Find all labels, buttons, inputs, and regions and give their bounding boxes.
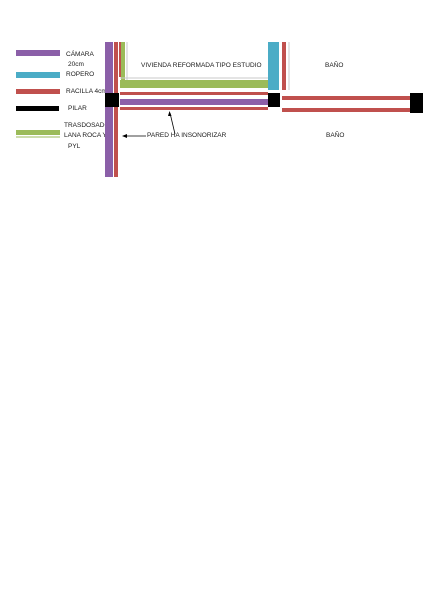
legend-trasdosado-l1: TRASDOSADO <box>64 122 106 129</box>
legend-trasdosado-l2: LANA ROCA Y <box>64 132 106 139</box>
wall-racilla-left-vertical-2 <box>119 42 121 77</box>
arrowhead-pared-up <box>168 111 172 116</box>
legend-racilla-label: RACILLA 4cm <box>66 88 107 95</box>
wall-ropero-vertical <box>268 42 279 90</box>
legend-swatch-camara <box>16 50 60 56</box>
legend-swatch-racilla <box>16 89 60 94</box>
arrow-pared-up <box>169 112 176 135</box>
room-label-bano-bottom: BAÑO <box>326 132 345 139</box>
wall-racilla-bath-2 <box>282 108 410 112</box>
wall-racilla-left-vertical <box>114 42 118 177</box>
wall-racilla-horizontal-1 <box>120 92 268 95</box>
legend-trasdosado-l3: PYL <box>68 143 81 150</box>
pillar-left <box>105 93 119 107</box>
wall-camara-left-vertical <box>105 42 113 177</box>
wall-trasdosado-horizontal <box>120 80 268 88</box>
legend-swatch-pilar <box>16 106 59 111</box>
wall-trasdosado-left-vertical <box>121 42 125 80</box>
pillar-right <box>410 93 423 113</box>
room-label-vivienda: VIVIENDA REFORMADA TIPO ESTUDIO <box>141 62 262 69</box>
wall-racilla-bath-1 <box>282 96 410 100</box>
legend-swatch-trasdosado <box>16 130 60 135</box>
wall-racilla-middle-vertical <box>282 42 286 90</box>
pillar-middle <box>268 93 280 107</box>
room-label-bano-top: BAÑO <box>325 62 344 69</box>
legend-camara-sub: 20cm <box>68 61 84 68</box>
legend-swatch-ropero <box>16 72 60 78</box>
arrowhead-pared-left <box>122 134 127 138</box>
legend-pilar-label: PILAR <box>68 105 87 112</box>
wall-racilla-horizontal-2 <box>120 107 268 110</box>
annotation-pared: PARED HA INSONORIZAR <box>147 132 227 139</box>
wall-camara-horizontal <box>120 99 268 105</box>
legend-camara-label: CÁMARA <box>66 51 94 58</box>
legend-ropero-label: ROPERO <box>66 71 95 78</box>
